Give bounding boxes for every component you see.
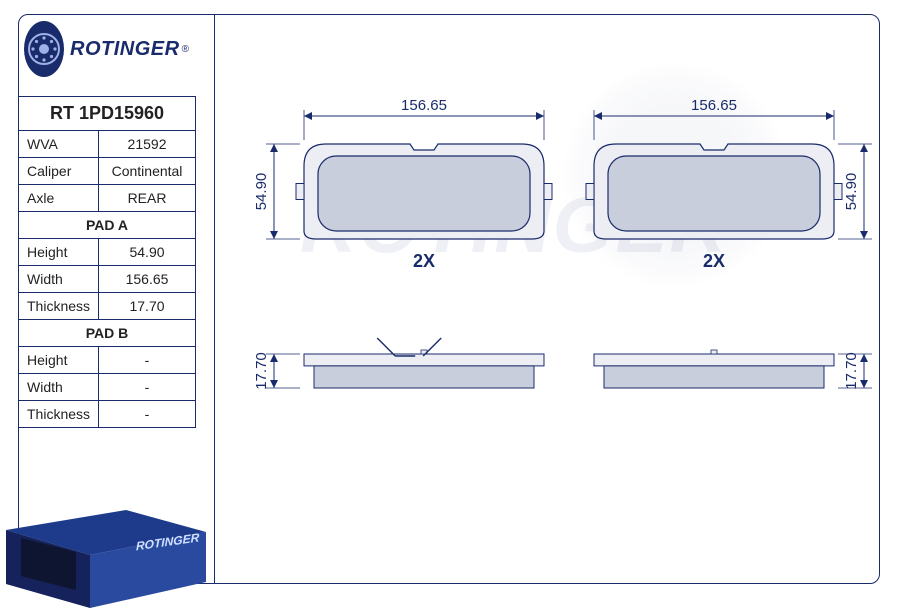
spec-value: 21592 (99, 131, 196, 158)
spec-label: Height (19, 239, 99, 266)
table-row: Thickness17.70 (19, 293, 196, 320)
table-row: Thickness- (19, 401, 196, 428)
spec-value: - (99, 347, 196, 374)
table-row: Height- (19, 347, 196, 374)
spec-value: - (99, 401, 196, 428)
svg-text:54.90: 54.90 (253, 173, 270, 211)
spec-label: Height (19, 347, 99, 374)
spec-label: Width (19, 374, 99, 401)
section-title: PAD B (19, 320, 196, 347)
spec-table: RT 1PD15960 WVA21592 CaliperContinental … (18, 96, 196, 428)
table-row: Width- (19, 374, 196, 401)
svg-text:54.90: 54.90 (843, 173, 860, 211)
logo-text: ROTINGER (70, 38, 180, 61)
svg-text:2X: 2X (413, 251, 435, 271)
table-row: Width156.65 (19, 266, 196, 293)
spec-label: WVA (19, 131, 99, 158)
spec-value: 54.90 (99, 239, 196, 266)
logo-disc-icon (24, 21, 64, 77)
spec-value: Continental (99, 158, 196, 185)
spec-label: Thickness (19, 293, 99, 320)
table-row: Height54.90 (19, 239, 196, 266)
part-number-row: RT 1PD15960 (19, 97, 196, 131)
table-row: CaliperContinental (19, 158, 196, 185)
part-number: RT 1PD15960 (19, 97, 196, 131)
registered-icon: ® (182, 44, 189, 55)
section-title: PAD A (19, 212, 196, 239)
svg-text:17.70: 17.70 (843, 352, 860, 390)
technical-drawing: 156.65 156.65 54.90 54.90 2X 2X 17.70 17.70 (224, 24, 872, 494)
svg-text:2X: 2X (703, 251, 725, 271)
product-box-icon: ROTINGER (0, 470, 216, 610)
spec-label: Width (19, 266, 99, 293)
spec-value: REAR (99, 185, 196, 212)
table-row: AxleREAR (19, 185, 196, 212)
spec-value: 156.65 (99, 266, 196, 293)
spec-value: - (99, 374, 196, 401)
svg-text:156.65: 156.65 (691, 97, 737, 114)
spec-label: Thickness (19, 401, 99, 428)
svg-text:17.70: 17.70 (253, 352, 270, 390)
spec-label: Caliper (19, 158, 99, 185)
spec-value: 17.70 (99, 293, 196, 320)
spec-label: Axle (19, 185, 99, 212)
section-header: PAD B (19, 320, 196, 347)
section-header: PAD A (19, 212, 196, 239)
svg-text:156.65: 156.65 (401, 97, 447, 114)
brand-logo: ROTINGER ® (24, 18, 164, 80)
table-row: WVA21592 (19, 131, 196, 158)
